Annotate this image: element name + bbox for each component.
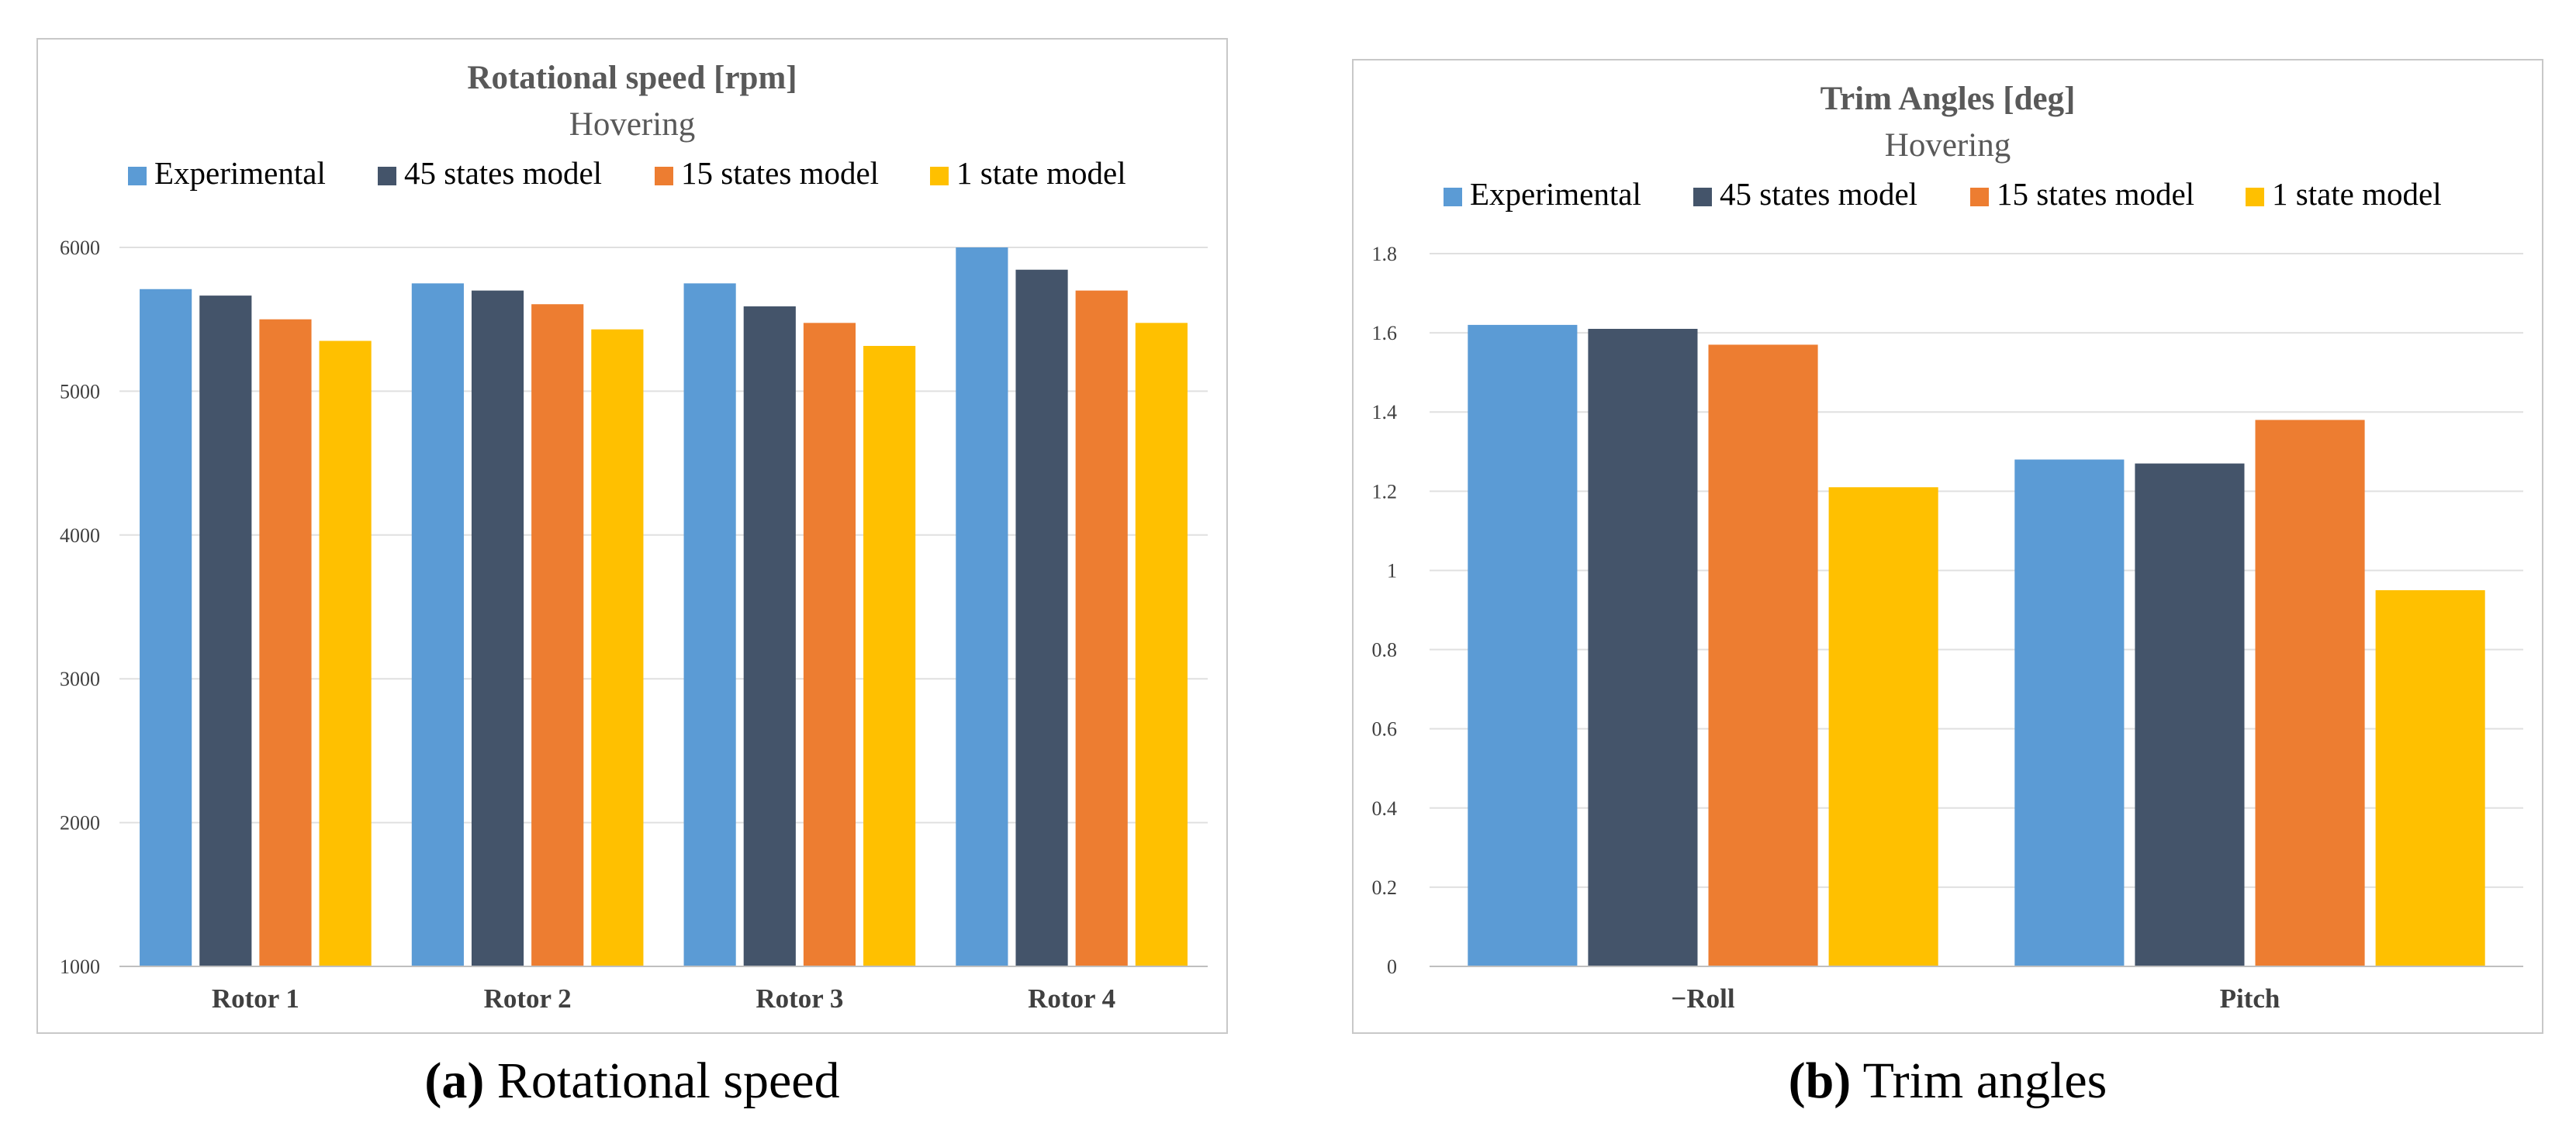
legend-label-3: 15 states model [681, 155, 879, 191]
y-tick-label: 1 [1387, 559, 1397, 582]
bar-pitch-series-1 [2014, 459, 2125, 966]
y-tick-label: 0.4 [1372, 797, 1398, 820]
caption-a-text: Rotational speed [484, 1052, 840, 1109]
caption-a-label: (a) [424, 1052, 485, 1109]
chart-subtitle: Hovering [569, 106, 695, 143]
bar-rotor-3-series-1 [683, 283, 736, 967]
legend-label-4: 1 state model [2272, 176, 2442, 212]
bar-rotor-1-series-4 [319, 340, 372, 966]
chart-panel-trim-angles: Trim Angles [deg] Hovering Experimental 45 … [1352, 59, 2543, 1034]
y-tick-label: 0.6 [1372, 718, 1398, 741]
bar-rotor-2-series-2 [471, 290, 524, 966]
chart-subtitle: Hovering [1885, 127, 2011, 164]
bar-rotor-2-series-4 [591, 329, 644, 967]
caption-a: (a) Rotational speed [36, 1052, 1228, 1111]
y-tick-label: 1.2 [1372, 480, 1398, 503]
x-category-label: Rotor 4 [1028, 983, 1115, 1014]
trim-angles-chart: Trim Angles [deg] Hovering Experimental 45 … [1372, 81, 2523, 1014]
legend-label-2: 45 states model [1720, 176, 1917, 212]
chart-title: Trim Angles [deg] [1820, 81, 2076, 117]
y-tick-label: 0.2 [1372, 876, 1398, 899]
x-category-label: Rotor 1 [212, 983, 299, 1014]
y-tick-label: 5000 [60, 380, 100, 403]
y-tick-label: 0 [1387, 956, 1397, 978]
chart-title: Rotational speed [rpm] [467, 60, 797, 96]
legend-swatch-3 [655, 167, 673, 185]
legend-swatch-4 [2246, 188, 2264, 206]
legend-label-2: 45 states model [404, 155, 602, 191]
y-tick-label: 1.6 [1372, 322, 1398, 344]
y-tick-label: 0.8 [1372, 639, 1398, 662]
legend-label-3: 15 states model [1997, 176, 2194, 212]
caption-b-text: Trim angles [1851, 1052, 2107, 1109]
legend-swatch-1 [1444, 188, 1462, 206]
bar-rotor-3-series-2 [743, 306, 796, 966]
bar-roll-series-4 [1828, 487, 1938, 966]
y-tick-label: 3000 [60, 668, 100, 690]
y-tick-label: 1.4 [1372, 401, 1398, 423]
bar-rotor-2-series-1 [411, 283, 464, 967]
bar-rotor-2-series-3 [531, 304, 584, 966]
bar-pitch-series-4 [2375, 589, 2485, 966]
x-category-label: Rotor 2 [484, 983, 572, 1014]
bar-rotor-4-series-2 [1015, 269, 1068, 966]
chart-panel-rotational-speed: Rotational speed [rpm] Hovering Experiment… [36, 38, 1228, 1034]
x-category-label: Pitch [2220, 983, 2280, 1014]
y-tick-label: 2000 [60, 812, 100, 835]
x-category-label: Rotor 3 [756, 983, 843, 1014]
y-tick-label: 4000 [60, 524, 100, 547]
legend-swatch-2 [1693, 188, 1712, 206]
bar-rotor-3-series-3 [803, 323, 856, 967]
bar-rotor-1-series-2 [199, 296, 252, 966]
bar-roll-series-3 [1708, 344, 1818, 967]
legend-label-1: Experimental [154, 155, 326, 191]
bar-pitch-series-2 [2135, 463, 2245, 966]
bar-rotor-4-series-4 [1135, 323, 1188, 967]
bar-pitch-series-3 [2255, 420, 2365, 966]
y-tick-label: 6000 [60, 237, 100, 259]
rotational-speed-chart: Rotational speed [rpm] Hovering Experiment… [60, 60, 1208, 1014]
legend-swatch-3 [1970, 188, 1989, 206]
caption-b: (b) Trim angles [1352, 1052, 2543, 1111]
bar-rotor-4-series-1 [956, 247, 1008, 966]
bar-roll-series-1 [1468, 324, 1578, 966]
legend-swatch-4 [930, 167, 949, 185]
y-tick-label: 1000 [60, 956, 100, 978]
legend-swatch-2 [378, 167, 396, 185]
bar-rotor-4-series-3 [1075, 290, 1128, 966]
bar-rotor-1-series-1 [140, 289, 192, 966]
bar-rotor-3-series-4 [863, 345, 916, 966]
legend-swatch-1 [128, 167, 147, 185]
y-tick-label: 1.8 [1372, 243, 1398, 265]
bar-rotor-1-series-3 [259, 319, 312, 966]
caption-b-label: (b) [1788, 1052, 1852, 1109]
bar-roll-series-2 [1588, 329, 1698, 966]
x-category-label: −Roll [1671, 983, 1734, 1014]
legend-label-1: Experimental [1470, 176, 1641, 212]
legend-label-4: 1 state model [956, 155, 1126, 191]
